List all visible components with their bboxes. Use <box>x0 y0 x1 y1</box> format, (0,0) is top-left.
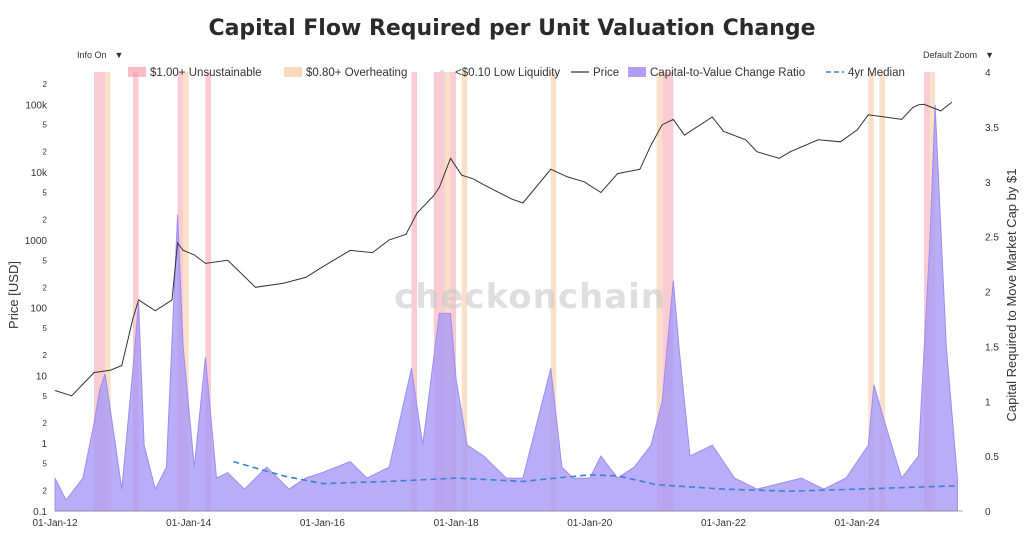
x-tick-label: 01-Jan-16 <box>300 518 345 529</box>
legend-label: Capital-to-Value Change Ratio <box>650 67 805 79</box>
y-left-minor-tick-label: 2 <box>43 351 48 360</box>
legend-label: $1.00+ Unsustainable <box>150 67 262 79</box>
unsustainable-band <box>433 72 445 511</box>
y-right-tick-label: 2 <box>985 288 991 299</box>
unsustainable-band <box>411 72 418 511</box>
legend-item[interactable]: $1.00+ Unsustainable <box>128 67 262 79</box>
price-line <box>54 101 953 397</box>
x-tick-label: 01-Jan-12 <box>32 518 77 529</box>
x-tick-label: 01-Jan-22 <box>701 518 746 529</box>
overheating-band <box>105 72 111 511</box>
y-axis-left-title: Price [USD] <box>6 261 21 329</box>
chevron-down-icon: ▼ <box>114 50 124 60</box>
x-tick-label: 01-Jan-24 <box>835 518 880 529</box>
y-left-minor-tick-label: 5 <box>43 392 48 401</box>
ratio-area-layer <box>54 104 958 512</box>
unsustainable-band <box>662 72 674 511</box>
overheating-band <box>550 72 557 511</box>
axes: 01-Jan-12 01-Jan-14 01-Jan-16 01-Jan-18 01-J… <box>25 68 1000 529</box>
y-right-tick-label: 0 <box>985 507 991 518</box>
info-toggle-dropdown[interactable]: Info On ▼ <box>77 50 123 60</box>
ratio-area <box>54 104 958 512</box>
unsustainable-band <box>205 72 211 511</box>
y-left-tick-label: 100 <box>30 304 47 315</box>
watermark: checkonchain <box>394 277 666 317</box>
y-left-tick-label: 0.1 <box>33 507 47 518</box>
chevron-down-icon: ▼ <box>985 50 994 60</box>
legend-item[interactable]: 4yr Median <box>826 67 905 79</box>
y-left-minor-tick-label: 5 <box>43 324 48 333</box>
y-right-tick-label: 1.5 <box>985 342 999 353</box>
legend-swatch <box>628 67 646 77</box>
overheating-band <box>656 72 663 511</box>
legend-swatch <box>128 67 146 77</box>
legend-label: <$0.10 Low Liquidity <box>455 67 560 79</box>
price-line-layer <box>54 101 953 397</box>
legend-label: Price <box>593 67 619 79</box>
y-left-tick-label: 100k <box>25 100 48 111</box>
info-toggle-label: Info On <box>77 50 107 60</box>
unsustainable-band <box>132 72 139 511</box>
overheating-band <box>879 72 886 511</box>
y-right-tick-label: 3 <box>985 178 991 189</box>
chart-title: Capital Flow Required per Unit Valuation… <box>208 16 816 41</box>
y-left-minor-tick-label: 2 <box>43 487 48 496</box>
legend-label: 4yr Median <box>848 67 905 79</box>
unsustainable-band <box>450 72 457 511</box>
y-left-tick-label: 1 <box>41 439 47 450</box>
unsustainable-band <box>93 72 106 511</box>
y-right-tick-label: 0.5 <box>985 452 999 463</box>
y-right-tick-label: 3.5 <box>985 123 999 134</box>
zoom-dropdown[interactable]: Default Zoom ▼ <box>923 50 994 60</box>
y-right-tick-label: 1 <box>985 397 991 408</box>
y-axis-right-title: Capital Required to Move Market Cap by $… <box>1004 169 1019 422</box>
overheating-band <box>461 72 468 511</box>
y-left-minor-tick-label: 2 <box>43 419 48 428</box>
x-tick-label: 01-Jan-14 <box>166 518 211 529</box>
y-left-tick-label: 1000 <box>25 236 48 247</box>
legend-swatch <box>284 67 302 77</box>
legend-item[interactable]: <$0.10 Low Liquidity <box>440 67 560 79</box>
y-left-minor-tick-label: 2 <box>43 80 48 89</box>
y-left-minor-tick-label: 5 <box>43 189 48 198</box>
median-line <box>233 460 958 493</box>
y-left-tick-label: 10 <box>36 371 48 382</box>
y-left-minor-tick-label: 5 <box>43 256 48 265</box>
median-line-layer <box>233 460 958 493</box>
y-right-tick-label: 4 <box>985 68 991 79</box>
overheating-band <box>444 72 451 511</box>
x-tick-label: 01-Jan-18 <box>434 518 479 529</box>
overheating-band <box>868 72 874 511</box>
y-left-tick-label: 10k <box>31 168 48 179</box>
legend-item[interactable]: Capital-to-Value Change Ratio <box>628 67 805 79</box>
overheating-band <box>183 72 189 511</box>
legend-label: $0.80+ Overheating <box>306 67 407 79</box>
legend-swatch <box>440 70 444 74</box>
y-right-tick-label: 2.5 <box>985 233 999 244</box>
y-left-minor-tick-label: 2 <box>43 148 48 157</box>
legend-item[interactable]: $0.80+ Overheating <box>284 67 407 79</box>
legend-item[interactable]: Price <box>571 67 619 79</box>
x-tick-label: 01-Jan-20 <box>567 518 612 529</box>
y-left-minor-tick-label: 5 <box>43 121 48 130</box>
y-left-minor-tick-label: 2 <box>43 215 48 224</box>
y-left-minor-tick-label: 5 <box>43 460 48 469</box>
legend: $1.00+ Unsustainable $0.80+ Overheating <$… <box>128 67 905 79</box>
zoom-label: Default Zoom <box>923 50 978 60</box>
y-left-minor-tick-label: 2 <box>43 283 48 292</box>
